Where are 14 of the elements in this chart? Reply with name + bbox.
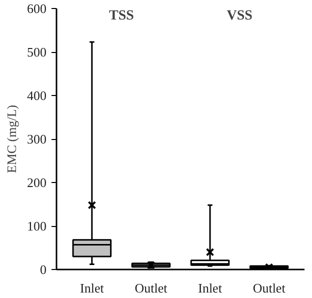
y-tick-label: 300 bbox=[27, 132, 46, 146]
x-tick-label: Outlet bbox=[134, 280, 168, 296]
y-tick-label: 100 bbox=[27, 218, 46, 234]
x-tick-label: Inlet bbox=[198, 280, 222, 296]
x-tick-label: Inlet bbox=[80, 280, 104, 296]
y-tick-label: 600 bbox=[27, 1, 46, 16]
y-tick-label: 0 bbox=[40, 262, 46, 277]
y-axis-title: EMC (mg/L) bbox=[4, 104, 19, 174]
y-tick-label: 500 bbox=[27, 44, 46, 60]
y-tick-label: 400 bbox=[27, 88, 46, 103]
x-tick-label: Outlet bbox=[252, 280, 286, 296]
y-tick-label: 200 bbox=[27, 175, 46, 190]
annotation: VSS bbox=[226, 8, 253, 24]
annotation: TSS bbox=[108, 8, 134, 24]
